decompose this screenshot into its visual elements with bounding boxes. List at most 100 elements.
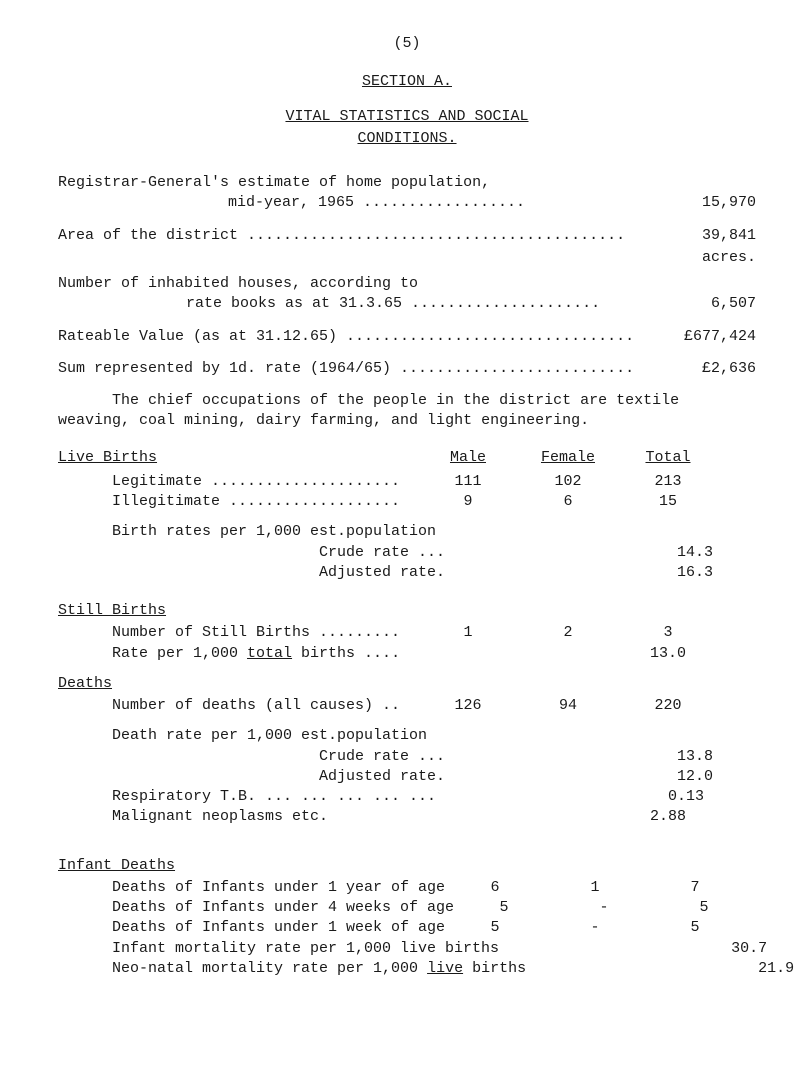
respiratory-value: 0.13 xyxy=(636,787,736,807)
inf2-total: 5 xyxy=(654,898,754,918)
inf1-female: 1 xyxy=(545,878,645,898)
conditions-header-text: CONDITIONS. xyxy=(357,130,456,147)
inf3-male: 5 xyxy=(445,918,545,938)
inf4-label: Infant mortality rate per 1,000 live bir… xyxy=(58,939,499,959)
vital-header: VITAL STATISTICS AND SOCIAL xyxy=(58,107,756,127)
houses-line1: Number of inhabited houses, according to xyxy=(58,274,756,294)
nstill-total: 3 xyxy=(618,623,718,643)
inf5-row: Neo-natal mortality rate per 1,000 live … xyxy=(58,959,756,979)
live-births-label: Live Births xyxy=(58,449,157,466)
col-female: Female xyxy=(541,449,595,466)
ndeaths-total: 220 xyxy=(618,696,718,716)
ndeaths-row: Number of deaths (all causes) .. 126 94 … xyxy=(58,696,756,716)
legit-male: 111 xyxy=(418,472,518,492)
inf4-total: 30.7 xyxy=(699,939,799,959)
ndeaths-female: 94 xyxy=(518,696,618,716)
rate-total-label: Rate per 1,000 total births .... xyxy=(58,644,418,664)
inf1-male: 6 xyxy=(445,878,545,898)
ndeaths-male: 126 xyxy=(418,696,518,716)
legit-total: 213 xyxy=(618,472,718,492)
nstill-female: 2 xyxy=(518,623,618,643)
inf5-label: Neo-natal mortality rate per 1,000 live … xyxy=(58,959,526,979)
illeg-male: 9 xyxy=(418,492,518,512)
inf2-female: - xyxy=(554,898,654,918)
acres-row: acres. xyxy=(58,248,756,268)
area-lead: Area of the district ...................… xyxy=(58,226,648,246)
rateable-row: Rateable Value (as at 31.12.65) ........… xyxy=(58,327,756,347)
registrar-line1: Registrar-General's estimate of home pop… xyxy=(58,173,756,193)
respiratory-label: Respiratory T.B. ... ... ... ... ... xyxy=(58,787,436,807)
dadj-row: Adjusted rate. 12.0 xyxy=(58,767,756,787)
ndeaths-label: Number of deaths (all causes) .. xyxy=(58,696,418,716)
registrar-population: 15,970 xyxy=(648,193,756,213)
inf3-female: - xyxy=(545,918,645,938)
dcrude-value: 13.8 xyxy=(645,747,745,767)
legitimate-row: Legitimate ..................... 111 102… xyxy=(58,472,756,492)
conditions-header: CONDITIONS. xyxy=(58,129,756,149)
houses-line2: rate books as at 31.3.65 ...............… xyxy=(58,294,756,314)
infant-deaths-label: Infant Deaths xyxy=(58,857,175,874)
legit-label: Legitimate ..................... xyxy=(58,472,418,492)
col-total: Total xyxy=(645,449,690,466)
inf1-total: 7 xyxy=(645,878,745,898)
col-male: Male xyxy=(450,449,486,466)
rate-total-value: 13.0 xyxy=(618,644,718,664)
illeg-label: Illegitimate ................... xyxy=(58,492,418,512)
deaths-label: Deaths xyxy=(58,675,112,692)
adjusted-rate-label: Adjusted rate. xyxy=(58,563,445,583)
registrar-line2: mid-year, 1965 .................. 15,970 xyxy=(58,193,756,213)
legit-female: 102 xyxy=(518,472,618,492)
sumrep-value: £2,636 xyxy=(648,359,756,379)
inf2-label: Deaths of Infants under 4 weeks of age xyxy=(58,898,454,918)
inf2-row: Deaths of Infants under 4 weeks of age 5… xyxy=(58,898,756,918)
inf1-row: Deaths of Infants under 1 year of age 6 … xyxy=(58,878,756,898)
dadj-value: 12.0 xyxy=(645,767,745,787)
birthrates-line: Birth rates per 1,000 est.population xyxy=(58,522,756,542)
malignant-row: Malignant neoplasms etc. 2.88 xyxy=(58,807,756,827)
inf1-label: Deaths of Infants under 1 year of age xyxy=(58,878,445,898)
adjusted-rate-value: 16.3 xyxy=(645,563,745,583)
inf4-row: Infant mortality rate per 1,000 live bir… xyxy=(58,939,756,959)
rate-total-row: Rate per 1,000 total births .... 13.0 xyxy=(58,644,756,664)
adjusted-rate-row: Adjusted rate. 16.3 xyxy=(58,563,756,583)
nstill-male: 1 xyxy=(418,623,518,643)
page-number: (5) xyxy=(58,34,756,54)
live-births-header: Live Births Male Female Total xyxy=(58,448,756,468)
rateable-lead: Rateable Value (as at 31.12.65) ........… xyxy=(58,327,648,347)
nstill-row: Number of Still Births ......... 1 2 3 xyxy=(58,623,756,643)
chief-paragraph: The chief occupations of the people in t… xyxy=(58,391,756,432)
deathrate-header: Death rate per 1,000 est.population xyxy=(58,726,756,746)
acres-label: acres. xyxy=(648,248,756,268)
deaths-section: Deaths xyxy=(58,674,756,694)
respiratory-row: Respiratory T.B. ... ... ... ... ... 0.1… xyxy=(58,787,756,807)
inf2-male: 5 xyxy=(454,898,554,918)
crude-rate-value: 14.3 xyxy=(645,543,745,563)
section-header-text: SECTION A. xyxy=(362,73,452,90)
malignant-value: 2.88 xyxy=(618,807,718,827)
nstill-label: Number of Still Births ......... xyxy=(58,623,418,643)
crude-rate-label: Crude rate ... xyxy=(58,543,445,563)
illeg-total: 15 xyxy=(618,492,718,512)
area-row: Area of the district ...................… xyxy=(58,226,756,246)
inf3-total: 5 xyxy=(645,918,745,938)
inf3-row: Deaths of Infants under 1 week of age 5 … xyxy=(58,918,756,938)
crude-rate-row: Crude rate ... 14.3 xyxy=(58,543,756,563)
registrar-line2-lead: mid-year, 1965 .................. xyxy=(58,193,648,213)
still-births-label: Still Births xyxy=(58,602,166,619)
dadj-label: Adjusted rate. xyxy=(58,767,445,787)
inf3-label: Deaths of Infants under 1 week of age xyxy=(58,918,445,938)
chief-line2: weaving, coal mining, dairy farming, and… xyxy=(58,411,756,431)
infant-deaths-section: Infant Deaths xyxy=(58,856,756,876)
dcrude-label: Crude rate ... xyxy=(58,747,445,767)
vital-header-text: VITAL STATISTICS AND SOCIAL xyxy=(285,108,528,125)
sumrep-lead: Sum represented by 1d. rate (1964/65) ..… xyxy=(58,359,648,379)
malignant-label: Malignant neoplasms etc. xyxy=(58,807,418,827)
rateable-value: £677,424 xyxy=(648,327,756,347)
houses-line2-lead: rate books as at 31.3.65 ...............… xyxy=(58,294,648,314)
birthrates-label: Birth rates per 1,000 est.population xyxy=(58,522,436,542)
houses-value: 6,507 xyxy=(648,294,756,314)
sumrep-row: Sum represented by 1d. rate (1964/65) ..… xyxy=(58,359,756,379)
illeg-female: 6 xyxy=(518,492,618,512)
deathrate-label: Death rate per 1,000 est.population xyxy=(58,726,427,746)
dcrude-row: Crude rate ... 13.8 xyxy=(58,747,756,767)
